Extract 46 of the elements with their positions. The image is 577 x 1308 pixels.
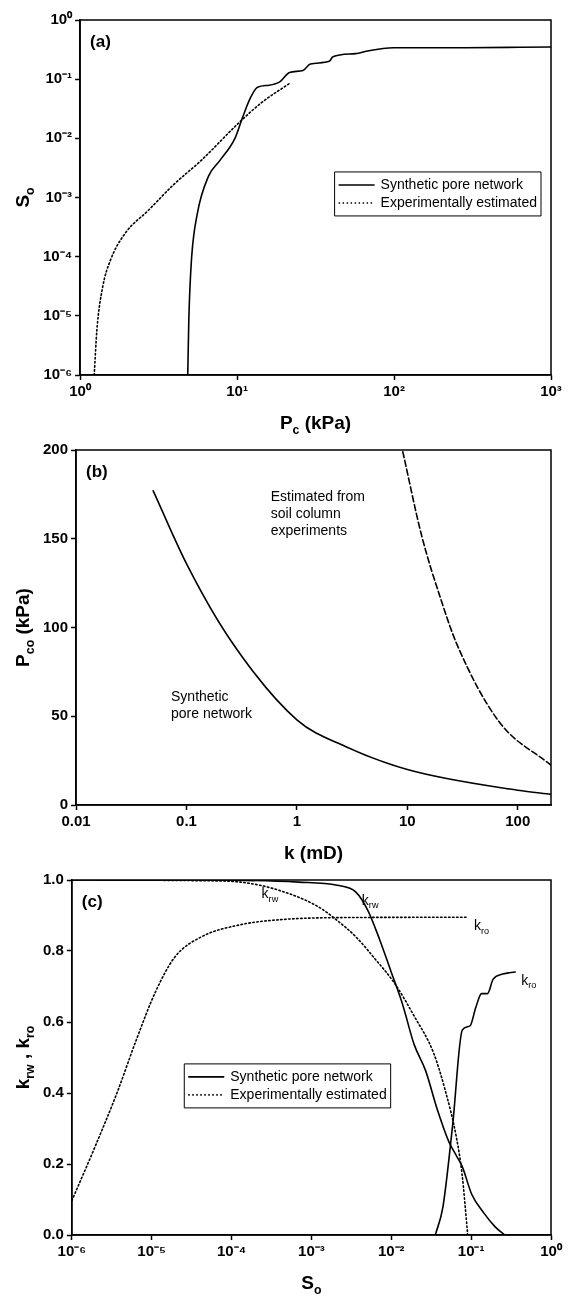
legend-label: Experimentally estimated [380, 193, 538, 210]
y-tick-label: 10⁻⁵ [43, 305, 73, 323]
legend-label: Synthetic pore network [380, 175, 525, 192]
y-tick-label: 0.8 [42, 941, 64, 959]
y-axis-title: So [12, 186, 38, 208]
y-tick-label: 10⁻³ [45, 187, 73, 205]
y-tick-label: 0.0 [42, 1225, 64, 1243]
y-tick-label: 200 [43, 440, 69, 458]
legend-label: Synthetic pore network [230, 1067, 374, 1084]
x-tick-label: 10⁻³ [298, 1242, 325, 1260]
x-tick-label: 10⁻¹ [457, 1242, 485, 1260]
x-tick-label: 10 [398, 812, 416, 830]
x-tick-label: 10⁰ [69, 382, 92, 400]
x-tick-label: 10⁰ [540, 1242, 563, 1260]
y-tick-label: 0.4 [42, 1083, 65, 1101]
y-tick-label: 10⁰ [50, 10, 74, 28]
x-tick-label: 100 [505, 812, 531, 830]
x-tick-label: 10⁻² [377, 1242, 405, 1260]
y-tick-label: 10⁻¹ [45, 69, 73, 87]
y-axis-title: Pco (kPa) [12, 588, 38, 667]
x-tick-label: 0.1 [176, 812, 197, 830]
annotation: (a) [90, 31, 111, 51]
y-tick-label: 0.6 [42, 1012, 64, 1030]
x-tick-label: 1 [292, 812, 302, 830]
x-tick-label: 10⁻⁵ [137, 1242, 167, 1260]
x-tick-label: 10⁻⁴ [217, 1242, 247, 1260]
y-tick-label: 50 [51, 706, 69, 724]
x-tick-label: 0.01 [61, 812, 91, 830]
y-tick-label: 150 [43, 528, 69, 546]
annotation: Estimated from soil column experiments [270, 487, 365, 538]
legend-label: Experimentally estimated [230, 1085, 387, 1102]
y-tick-label: 10⁻⁴ [42, 246, 73, 264]
x-tick-label: 10² [383, 382, 405, 400]
annotation: (b) [86, 461, 108, 481]
y-tick-label: 0 [59, 795, 69, 813]
annotation: Synthetic pore network [171, 687, 253, 721]
y-tick-label: 1.0 [42, 870, 64, 888]
y-tick-label: 10⁻² [45, 128, 73, 146]
y-tick-label: 10⁻⁶ [43, 365, 73, 383]
y-tick-label: 100 [43, 617, 69, 635]
y-tick-label: 0.2 [42, 1154, 64, 1172]
x-tick-label: 10¹ [226, 382, 248, 400]
y-axis-title: krw , kro [12, 1025, 38, 1090]
x-axis-title: k (mD) [283, 842, 344, 864]
x-tick-label: 10³ [540, 382, 562, 400]
annotation: (c) [81, 891, 103, 911]
